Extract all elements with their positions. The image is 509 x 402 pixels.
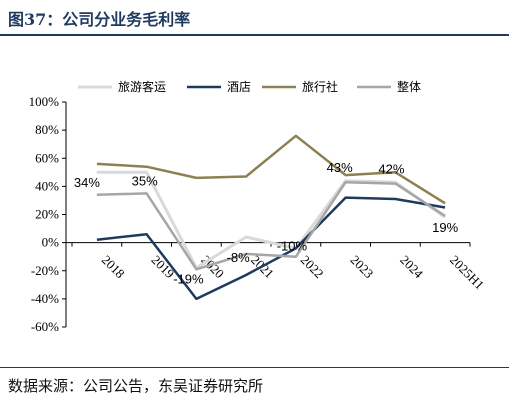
data-label: 42%: [378, 162, 404, 177]
y-tick-label: 60%: [35, 150, 59, 165]
data-label: 35%: [132, 173, 158, 188]
x-tick-label: 2022: [298, 252, 327, 281]
y-tick-label: -20%: [31, 263, 59, 278]
y-tick-label: 80%: [35, 122, 59, 137]
y-tick-label: 40%: [35, 178, 59, 193]
y-tick-label: -60%: [31, 319, 59, 334]
data-label: -19%: [173, 271, 204, 286]
x-tick-label: 2024: [397, 252, 426, 281]
y-tick-label: -40%: [31, 291, 59, 306]
legend-label: 酒店: [227, 80, 251, 94]
data-label: 43%: [327, 160, 353, 175]
x-tick-label: 2025H1: [447, 252, 487, 292]
data-label: -10%: [277, 239, 308, 254]
data-label: 19%: [432, 220, 458, 235]
series-line: [96, 180, 446, 271]
y-tick-label: 20%: [35, 207, 59, 222]
y-tick-label: 100%: [29, 94, 60, 109]
series-line: [96, 196, 446, 301]
source-note: 数据来源：公司公告，东吴证券研究所: [8, 377, 264, 395]
data-label: 34%: [74, 175, 100, 190]
legend-label: 整体: [397, 79, 421, 94]
legend-label: 旅行社: [302, 79, 338, 94]
series-line: [96, 170, 446, 270]
series-line: [96, 134, 446, 205]
y-tick-label: 0%: [42, 235, 60, 250]
data-label: -8%: [227, 250, 251, 265]
chart-title: 图37：公司分业务毛利率: [8, 10, 191, 29]
x-tick-label: 2023: [348, 252, 377, 281]
title-divider: [0, 34, 509, 36]
x-tick-label: 2018: [99, 252, 128, 281]
legend-label: 旅游客运: [118, 79, 166, 94]
source-divider: [0, 367, 509, 368]
